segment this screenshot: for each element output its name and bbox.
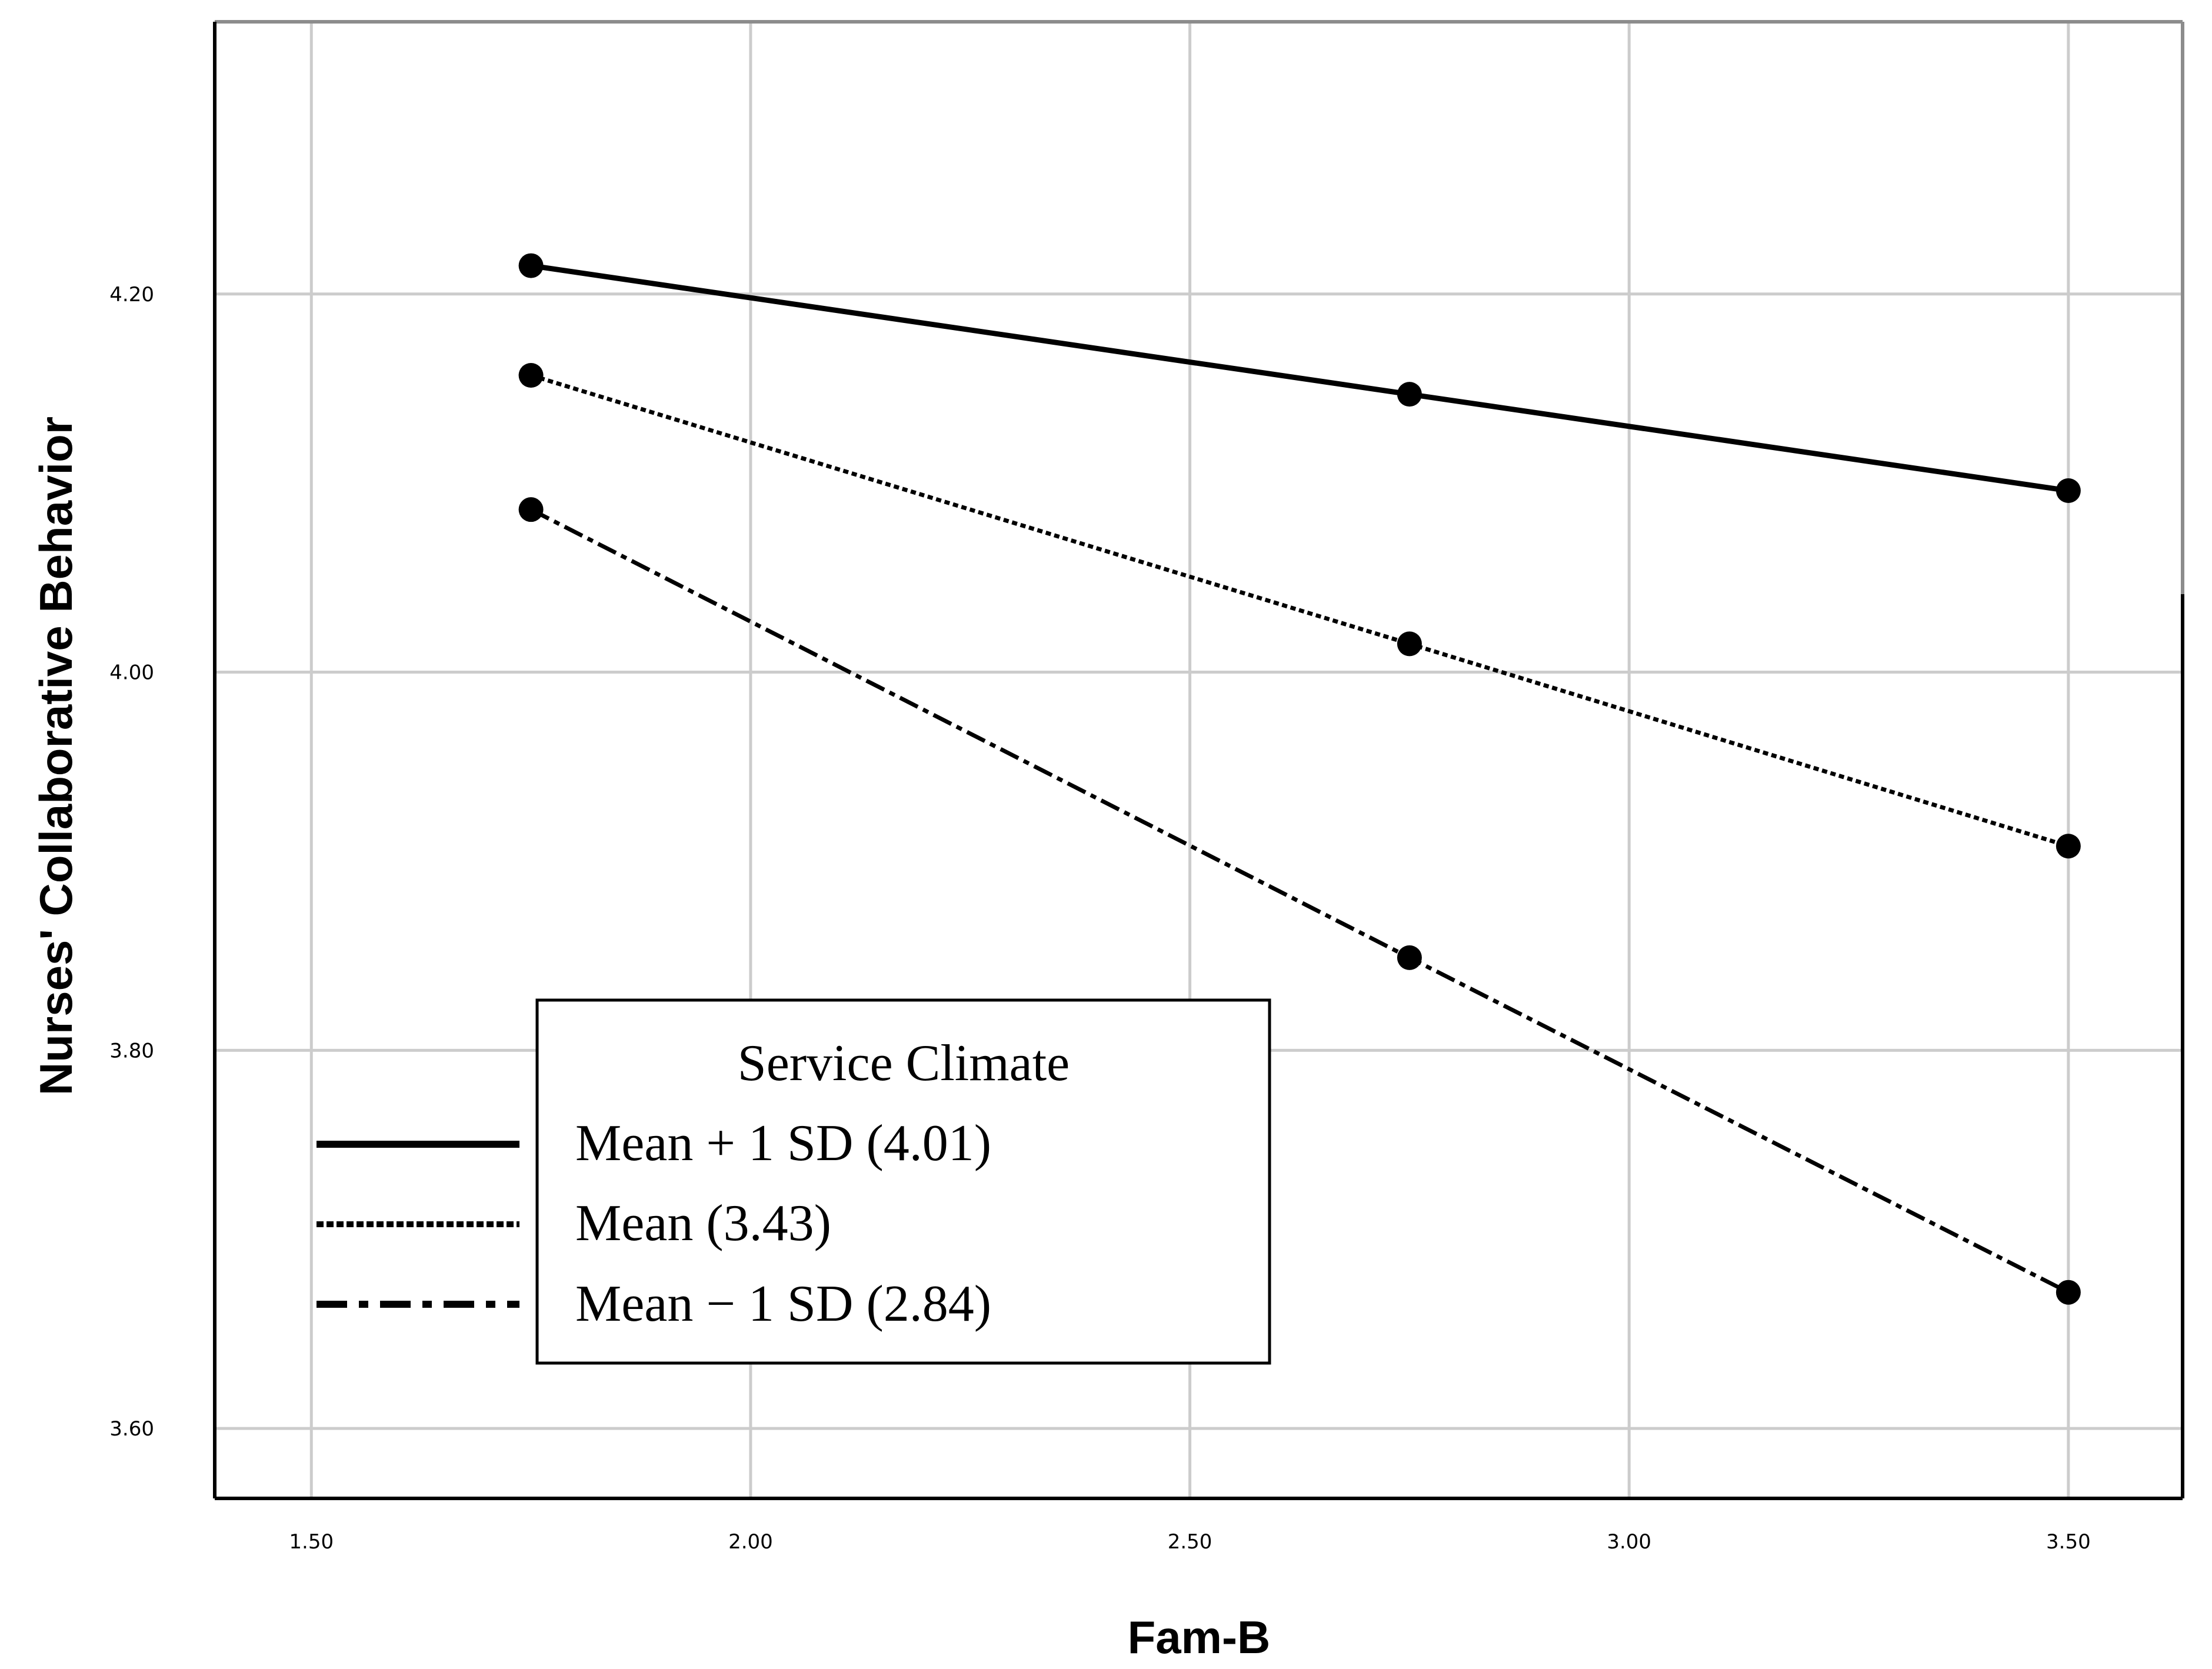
tick-labels: 1.50 2.00 2.50 3.00 3.50 3.60 3.80 4.00 4.20	[109, 283, 2090, 1554]
data-point-mean-plus-1sd-2	[1397, 382, 1422, 407]
x-tick-label-1-50: 1.50	[289, 1530, 334, 1554]
series-lines	[518, 253, 2081, 1305]
y-tick-label-3-80: 3.80	[109, 1039, 154, 1062]
plot-frame	[213, 20, 2184, 1500]
y-axis-title: Nurses' Collaborative Behavior	[30, 417, 82, 1095]
data-point-mean-2	[1397, 631, 1422, 657]
data-point-mean-minus-1sd-3	[2056, 1280, 2081, 1305]
x-axis-title: Fam-B	[1128, 1611, 1271, 1663]
legend-box	[535, 998, 1271, 1365]
data-point-mean-plus-1sd-3	[2056, 478, 2081, 504]
y-tick-label-3-60: 3.60	[109, 1417, 154, 1441]
y-tick-label-4-20: 4.20	[109, 283, 154, 307]
legend-label-mean-minus-1sd: Mean − 1 SD (2.84)	[575, 1275, 991, 1332]
data-point-mean-minus-1sd-1	[518, 497, 544, 522]
data-point-mean-1	[518, 362, 544, 388]
legend-line-samples	[317, 1141, 519, 1308]
y-tick-label-4-00: 4.00	[109, 661, 154, 685]
legend-label-mean: Mean (3.43)	[575, 1195, 831, 1252]
data-point-mean-3	[2056, 834, 2081, 859]
legend-title: Service Climate	[738, 1035, 1070, 1092]
x-tick-label-3-50: 3.50	[2046, 1530, 2091, 1554]
x-tick-label-3-00: 3.00	[1607, 1530, 1651, 1554]
data-point-mean-minus-1sd-2	[1397, 945, 1422, 970]
legend-label-mean-plus-1sd: Mean + 1 SD (4.01)	[575, 1115, 991, 1172]
data-point-mean-plus-1sd-1	[518, 253, 544, 278]
x-tick-label-2-50: 2.50	[1168, 1530, 1212, 1554]
x-tick-label-2-00: 2.00	[728, 1530, 773, 1554]
